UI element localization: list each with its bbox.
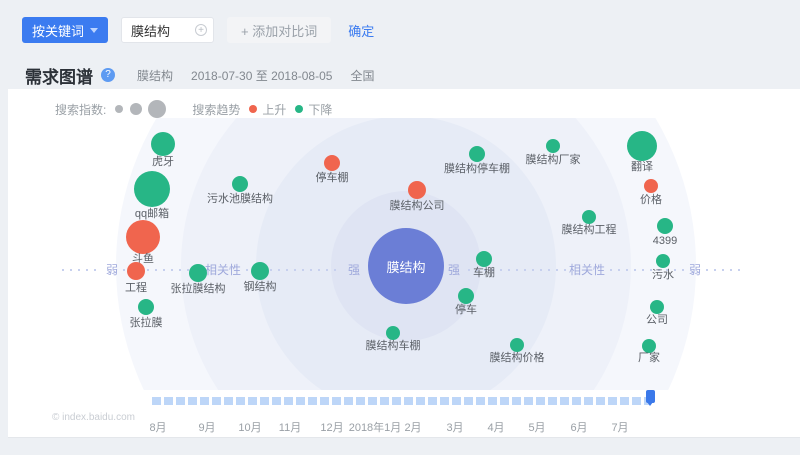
- related-word-label: 厂家: [638, 352, 660, 364]
- search-trend-legend-label: 搜索趋势: [192, 102, 241, 117]
- related-word-bubble-down[interactable]: [657, 218, 673, 234]
- related-word-label: 膜结构停车棚: [444, 163, 510, 175]
- related-word-bubble-up[interactable]: [408, 181, 426, 199]
- related-word-bubble-down[interactable]: [232, 176, 248, 192]
- trend-up-dot-icon: [249, 105, 258, 113]
- related-word-label: 价格: [640, 194, 662, 206]
- related-word-bubble-up[interactable]: [324, 155, 340, 171]
- timeline-month-label: 10月: [238, 422, 262, 434]
- timeline-month-label: 4月: [487, 422, 505, 434]
- circle-plus-icon[interactable]: +: [195, 24, 208, 36]
- trend-down-dot-icon: [295, 105, 304, 113]
- related-word-bubble-down[interactable]: [458, 288, 474, 304]
- chart-legend: 搜索指数: 搜索趋势 上升 下降: [55, 99, 332, 119]
- timeline-month-label: 9月: [198, 422, 216, 434]
- related-word-label: 翻译: [631, 161, 653, 173]
- add-compare-word-button[interactable]: + 添加对比词: [227, 17, 332, 43]
- keyword-input-wrap: +: [121, 17, 215, 43]
- timeline-month-label: 8月: [149, 422, 167, 434]
- center-keyword-node: 膜结构: [368, 228, 444, 304]
- keyword-filter-label: 按关键词: [32, 23, 85, 39]
- relevance-axis-line: [62, 269, 102, 271]
- related-word-bubble-down[interactable]: [656, 254, 670, 268]
- demand-map-header: 需求图谱 ? 膜结构 2018-07-30 至 2018-08-05 全国: [25, 62, 374, 88]
- related-word-label: 4399: [652, 235, 678, 247]
- relevance-axis-label: 弱: [105, 263, 118, 277]
- related-word-bubble-down[interactable]: [642, 339, 656, 353]
- trend-up-label: 上升: [262, 102, 287, 117]
- related-word-label: 工程: [125, 282, 147, 294]
- relevance-axis-line: [706, 269, 746, 271]
- related-word-bubble-down[interactable]: [138, 299, 154, 315]
- related-word-bubble-down[interactable]: [476, 251, 492, 267]
- related-word-bubble-up[interactable]: [126, 220, 160, 254]
- size-dot-medium-icon: [130, 103, 143, 115]
- related-word-label: 车棚: [473, 267, 495, 279]
- relevance-axis-line: [468, 269, 566, 271]
- related-word-bubble-down[interactable]: [469, 146, 485, 162]
- related-word-bubble-down[interactable]: [386, 326, 400, 340]
- timeline-month-label: 3月: [446, 422, 464, 434]
- relevance-axis-label: 强: [347, 263, 360, 277]
- related-word-label: 停车: [455, 304, 477, 316]
- timeline-track[interactable]: [152, 397, 649, 405]
- timeline-month-label: 11月: [278, 422, 302, 434]
- related-word-bubble-down[interactable]: [134, 171, 170, 207]
- related-word-label: 污水: [652, 269, 674, 281]
- related-word-label: qq邮箱: [134, 208, 170, 220]
- relevance-axis-label: 强: [447, 263, 460, 277]
- relevance-axis-line: [610, 269, 686, 271]
- related-word-bubble-up[interactable]: [644, 179, 658, 193]
- related-word-bubble-down[interactable]: [650, 300, 664, 314]
- related-word-bubble-up[interactable]: [127, 262, 145, 280]
- size-dot-large-icon: [148, 100, 167, 118]
- watermark: © index.baidu.com: [52, 412, 135, 423]
- related-word-label: 污水池膜结构: [207, 193, 273, 205]
- trend-down-label: 下降: [308, 102, 333, 117]
- timeline-month-label: 5月: [528, 422, 546, 434]
- relevance-axis-label: 相关性: [568, 263, 605, 277]
- keyword-filter-button[interactable]: 按关键词: [22, 17, 109, 43]
- related-word-label: 张拉膜: [129, 317, 163, 329]
- timeline-slider-handle[interactable]: [646, 390, 655, 406]
- related-word-bubble-down[interactable]: [510, 338, 524, 352]
- related-word-bubble-down[interactable]: [582, 210, 596, 224]
- help-icon[interactable]: ?: [101, 68, 115, 82]
- related-word-label: 公司: [646, 314, 668, 326]
- relevance-axis-line: [123, 269, 200, 271]
- relevance-axis-label: 弱: [688, 263, 701, 277]
- relevance-axis-label: 相关性: [204, 263, 241, 277]
- page-title: 需求图谱: [25, 67, 93, 87]
- related-word-label: 张拉膜结构: [170, 283, 226, 295]
- timeline-month-label: 6月: [570, 422, 588, 434]
- related-word-label: 膜结构厂家: [525, 154, 581, 166]
- related-word-label: 停车棚: [315, 172, 349, 184]
- date-range: 2018-07-30 至 2018-08-05: [191, 68, 333, 83]
- size-dot-small-icon: [115, 105, 124, 113]
- related-word-bubble-down[interactable]: [189, 264, 207, 282]
- caret-down-icon: [90, 27, 99, 33]
- related-word-label: 斗鱼: [132, 253, 154, 265]
- related-word-bubble-down[interactable]: [151, 132, 175, 156]
- related-word-label: 膜结构公司: [389, 200, 445, 212]
- relevance-axis-line: [246, 269, 342, 271]
- timeline-month-label: 2月: [404, 422, 422, 434]
- search-index-legend-label: 搜索指数:: [55, 102, 107, 117]
- region-label: 全国: [350, 68, 375, 83]
- current-keyword: 膜结构: [137, 68, 174, 83]
- related-word-bubble-down[interactable]: [627, 131, 657, 161]
- related-word-label: 膜结构价格: [489, 352, 545, 364]
- timeline-month-label: 2018年1月: [348, 422, 402, 434]
- related-word-label: 膜结构车棚: [365, 340, 421, 352]
- related-word-label: 虎牙: [152, 156, 174, 168]
- search-toolbar: 按关键词 + + 添加对比词 确定: [0, 0, 800, 60]
- timeline-month-label: 12月: [320, 422, 344, 434]
- related-word-label: 膜结构工程: [561, 224, 617, 236]
- related-word-label: 钢结构: [243, 281, 277, 293]
- related-word-bubble-down[interactable]: [546, 139, 560, 153]
- related-word-bubble-down[interactable]: [251, 262, 269, 280]
- timeline-month-label: 7月: [611, 422, 629, 434]
- confirm-button[interactable]: 确定: [348, 23, 375, 39]
